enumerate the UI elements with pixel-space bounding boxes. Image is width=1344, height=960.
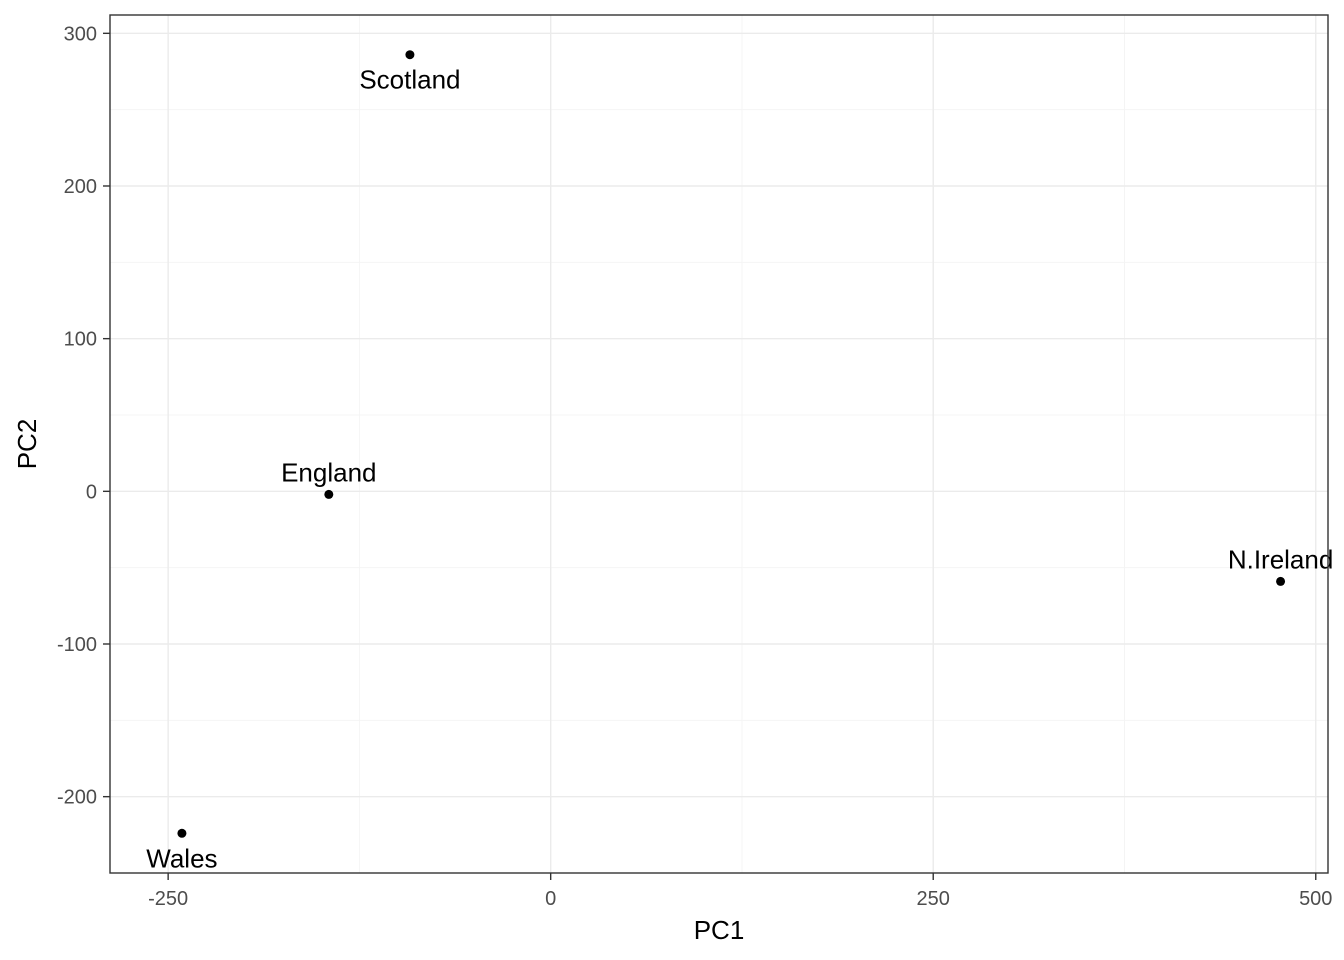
data-points [177, 50, 1286, 838]
y-tick-label: 0 [86, 481, 97, 503]
x-tick-label: 500 [1299, 888, 1332, 910]
y-axis-ticks: -200 -100 0 100 200 300 [57, 23, 110, 809]
x-tick-label: -250 [148, 888, 188, 910]
point-labels: England Wales Scotland N.Ireland [146, 65, 1333, 874]
data-point [324, 489, 334, 499]
x-axis-title: PC1 [694, 915, 745, 945]
panel-border [109, 14, 1329, 874]
y-tick-label: 300 [64, 23, 97, 45]
point-label: Scotland [359, 65, 460, 95]
y-tick-label: -200 [57, 787, 97, 809]
data-point [1276, 576, 1286, 586]
data-point [405, 50, 415, 60]
point-label: Wales [146, 843, 217, 873]
y-tick-label: 100 [64, 329, 97, 351]
y-tick-label: -100 [57, 634, 97, 656]
point-label: England [281, 457, 376, 487]
y-axis-title: PC2 [12, 419, 42, 470]
point-label: N.Ireland [1228, 544, 1334, 574]
y-tick-label: 200 [64, 176, 97, 198]
x-axis-ticks: -250 0 250 500 [148, 873, 1332, 910]
x-tick-label: 0 [545, 888, 556, 910]
x-tick-label: 250 [917, 888, 950, 910]
data-point [177, 828, 187, 838]
grid-lines [110, 15, 1328, 873]
